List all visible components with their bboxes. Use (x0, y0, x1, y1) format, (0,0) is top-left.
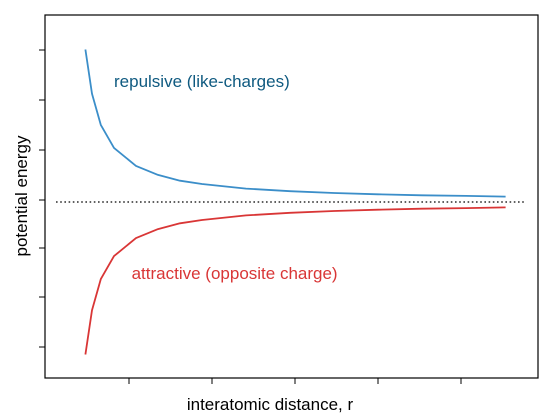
plot-frame (44, 14, 539, 379)
y-axis-title: potential energy (12, 135, 31, 256)
repulsive-annotation: repulsive (like-charges) (114, 72, 290, 91)
annotation-layer: repulsive (like-charges) attractive (oppo… (114, 72, 338, 283)
series-layer (84, 49, 506, 355)
y-axis-ticks (39, 49, 45, 348)
attractive-series-line (84, 206, 506, 355)
x-axis-title: interatomic distance, r (187, 395, 354, 414)
x-axis-ticks (128, 378, 462, 384)
attractive-annotation: attractive (opposite charge) (132, 264, 338, 283)
repulsive-series-line (84, 49, 506, 198)
